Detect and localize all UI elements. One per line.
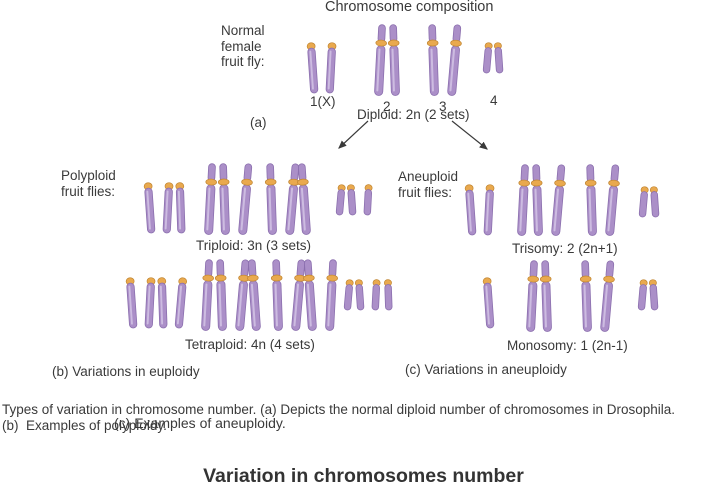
small-chromosome [493,42,506,80]
chromosome-4-label: 4 [490,93,498,108]
triploid-row-chr4-group [334,184,374,222]
polyploid-fruit-flies-label: Polyploid fruit flies: [61,168,116,199]
sub-chromosome [288,259,308,337]
tetraploid-row-chr1X-group [125,277,188,334]
small-chromosome [334,184,347,222]
aneuploid-fruit-flies-label: Aneuploid fruit flies: [398,169,459,200]
sub-chromosome [387,24,403,101]
triploid-row-chr2-group [202,163,253,241]
monosomy-row-chr2-group [524,260,554,337]
normal-row-chr2-group [372,24,402,101]
sub-chromosome [199,259,216,337]
figure-caption-line2c: (c) Examples of aneuploidy. [114,415,286,431]
trisomy-row-chr1X-group [464,184,496,241]
acro-chromosome [324,42,338,99]
small-chromosome [370,279,382,316]
sub-chromosome [217,163,233,240]
sub-chromosome [539,260,555,337]
arrow-to-polyploid [338,120,369,149]
sub-chromosome [524,260,541,338]
chromosome-3-label: 3 [439,99,447,114]
arrow-to-aneuploid [451,120,488,150]
sub-chromosome [444,24,464,102]
small-chromosome [342,279,355,317]
sub-chromosome [202,163,219,241]
branch-arrows [338,120,488,150]
acro-chromosome [142,182,157,240]
sub-chromosome [232,259,252,337]
monosomy-row-chr3-group [579,260,615,337]
acro-chromosome [173,277,189,335]
acro-chromosome [143,277,157,334]
sub-chromosome [426,24,442,101]
small-chromosome [481,42,494,80]
figure-caption-line1: Types of variation in chromosome number.… [2,402,676,417]
variations-in-euploidy-caption: (b) Variations in euploidy [52,364,200,379]
chromosome-composition-title: Chromosome composition [325,0,494,15]
monosomy-row-chr1X-group [482,277,496,334]
page-title: Variation in chromosomes number [203,465,524,487]
chromosome-1x-label: 1(X) [310,94,336,109]
sub-chromosome [548,164,568,242]
sub-chromosome [515,164,532,242]
trisomy-label: Trisomy: 2 (2n+1) [512,241,618,256]
acro-chromosome [161,182,175,239]
acro-chromosome [174,182,187,239]
sub-chromosome [264,163,280,240]
triploid-label: Triploid: 3n (3 sets) [196,238,312,253]
sub-chromosome [214,259,230,336]
trisomy-row-chr2-group [515,164,566,242]
panel-a-label: (a) [250,115,267,130]
small-chromosome [636,279,649,317]
triploid-row-chr1X-group [143,182,187,239]
acro-chromosome [124,277,139,335]
normal-row-chr3-group [426,24,462,101]
monosomy-label: Monosomy: 1 (2n-1) [507,338,628,353]
acro-chromosome [463,184,478,242]
normal-row-chr1X-group [306,42,338,99]
sub-chromosome [602,164,622,242]
sub-chromosome [301,259,319,337]
variations-in-aneuploidy-caption: (c) Variations in aneuploidy [405,362,567,377]
monosomy-row-chr4-group [636,279,660,316]
sub-chromosome [282,163,302,241]
sub-chromosome [597,260,617,338]
sub-chromosome [530,164,546,241]
normal-female-fruit-fly-label: Normal female fruit fly: [221,23,265,69]
small-chromosome [649,186,662,224]
sub-chromosome [270,259,286,336]
sub-chromosome [295,163,313,241]
small-chromosome [362,184,374,221]
small-chromosome [648,279,661,317]
sub-chromosome [579,260,595,337]
acro-chromosome [156,277,169,334]
diploid-label: Diploid: 2n (2 sets) [357,107,470,122]
figure-caption-line2b: (b) Examples of polyploidy. [2,418,167,433]
tetraploid-row-chr2-group [199,259,263,336]
tetraploid-row-chr4-group [342,279,394,316]
tetraploid-label: Tetraploid: 4n (4 sets) [185,337,315,352]
acro-chromosome [305,42,320,100]
sub-chromosome [372,24,389,102]
trisomy-row-chr3-group [584,164,620,241]
chromosome-2-label: 2 [383,99,391,114]
tetraploid-row-chr3-group [270,259,338,337]
sub-chromosome [323,259,340,337]
normal-row-chr4-group [481,42,505,79]
small-chromosome [354,279,367,317]
acro-chromosome [481,277,496,335]
sub-chromosome [584,164,600,241]
sub-chromosome [245,259,263,337]
small-chromosome [637,186,650,224]
trisomy-row-chr4-group [637,186,661,223]
small-chromosome [346,184,359,222]
triploid-row-chr3-group [264,163,313,241]
sub-chromosome [235,163,255,241]
acro-chromosome [482,184,496,241]
small-chromosome [383,279,394,316]
